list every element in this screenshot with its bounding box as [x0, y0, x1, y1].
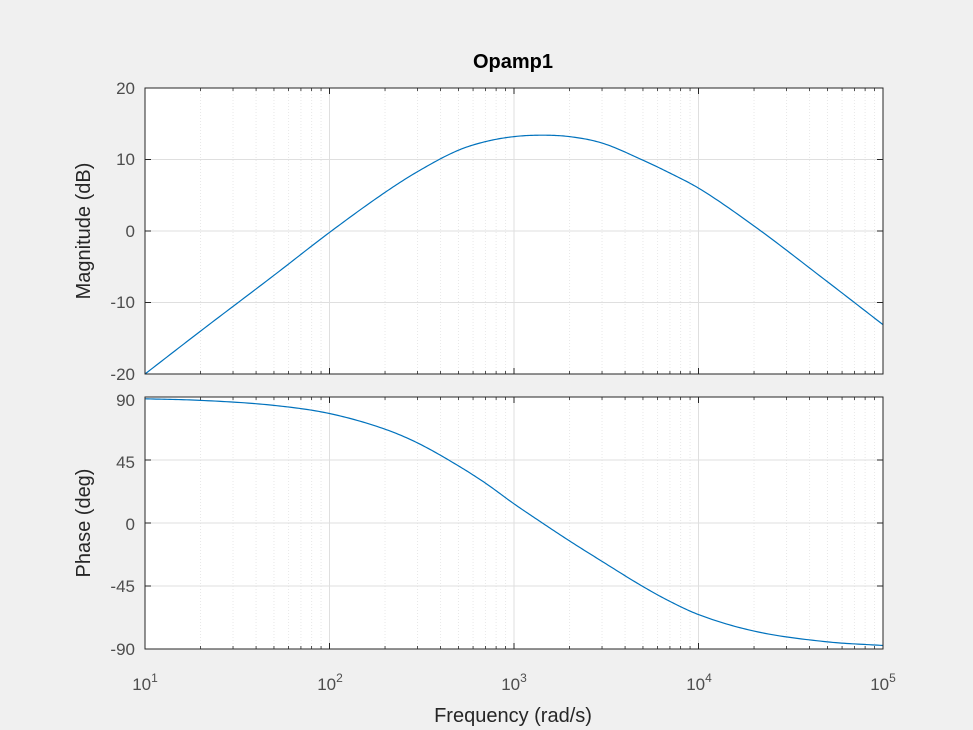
- phase-ytick-label: 45: [116, 453, 135, 472]
- xtick-label: 102: [317, 671, 343, 694]
- phase-ytick-label: 90: [116, 391, 135, 410]
- xtick-label: 105: [870, 671, 896, 694]
- x-axis-label: Frequency (rad/s): [434, 705, 592, 727]
- magnitude-series-line: [144, 134, 884, 375]
- xtick-label: 101: [132, 671, 158, 694]
- phase-series-line: [144, 398, 884, 647]
- chart-title: Opamp1: [473, 51, 553, 73]
- magnitude-ytick-label: -10: [110, 293, 135, 312]
- phase-ytick-label: 0: [126, 515, 135, 534]
- phase-ytick-label: -90: [110, 640, 135, 659]
- magnitude-ylabel: Magnitude (dB): [73, 163, 95, 300]
- phase-ytick-label: -45: [110, 577, 135, 596]
- magnitude-ytick-label: 10: [116, 150, 135, 169]
- magnitude-ytick-label: -20: [110, 365, 135, 384]
- xtick-label: 103: [501, 671, 527, 694]
- magnitude-axes: 20 10 0 -10 -20 Magnitude (dB): [73, 79, 884, 384]
- phase-axes: 90 45 0 -45 -90 Phase (deg): [73, 391, 884, 659]
- phase-tick-marks: [144, 396, 883, 650]
- magnitude-ytick-label: 0: [126, 222, 135, 241]
- phase-grid: [145, 397, 883, 649]
- magnitude-tick-marks: [144, 87, 883, 375]
- phase-ylabel: Phase (deg): [73, 469, 95, 578]
- xtick-label: 104: [686, 671, 712, 694]
- magnitude-ytick-label: 20: [116, 79, 135, 98]
